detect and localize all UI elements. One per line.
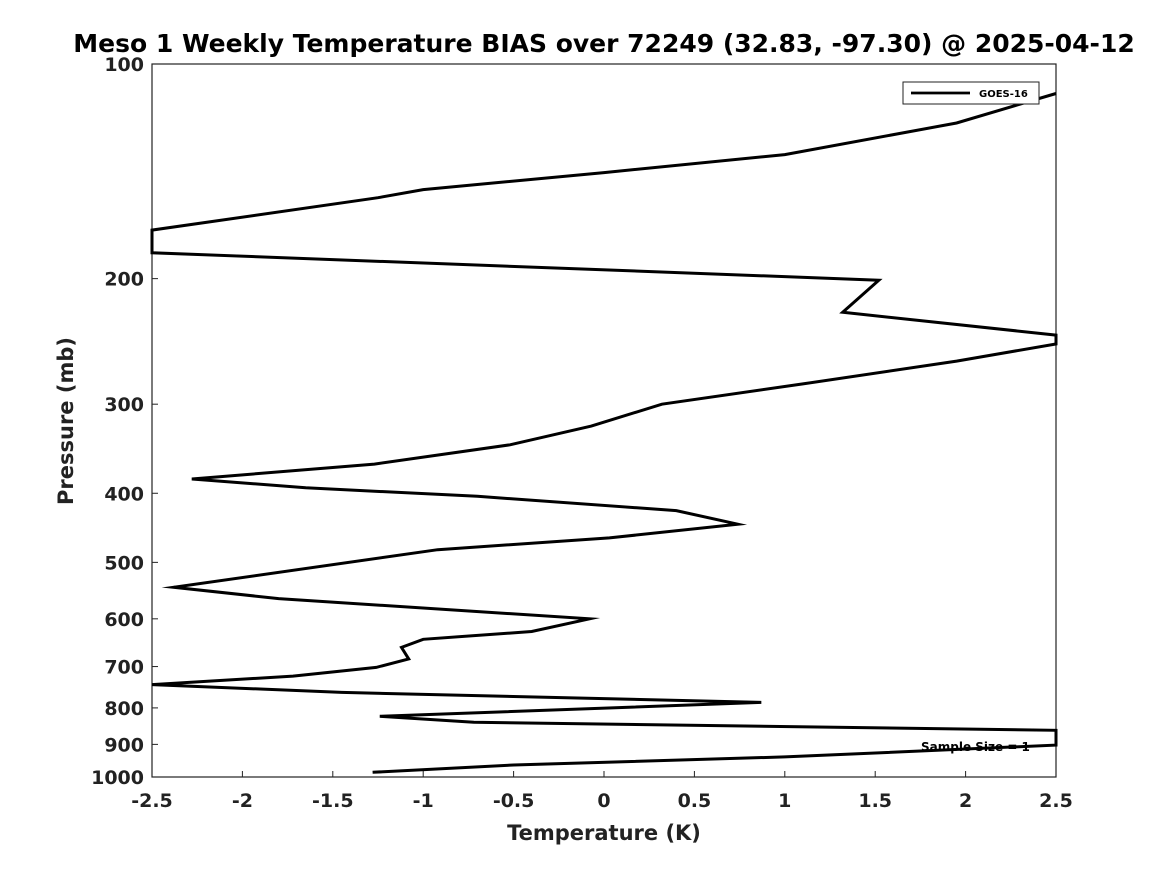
x-tick-label: 1.5 xyxy=(858,790,892,812)
x-tick-label: -1 xyxy=(413,790,434,812)
y-axis-label: Pressure (mb) xyxy=(54,337,78,505)
y-tick-label: 100 xyxy=(104,54,144,76)
x-tick-label: 2 xyxy=(959,790,972,812)
series-layer xyxy=(150,92,1058,774)
y-tick-label: 700 xyxy=(104,657,144,679)
y-tick-label: 200 xyxy=(104,269,144,291)
sample-size-annotation: Sample Size = 1 xyxy=(921,740,1030,754)
x-tick-label: -0.5 xyxy=(493,790,535,812)
legend-label: GOES-16 xyxy=(979,89,1028,100)
y-tick-label: 400 xyxy=(104,483,144,505)
y-axis: 100 200 300 400 500 600 700 800 900 1000 xyxy=(91,54,158,789)
y-tick-label: 600 xyxy=(104,609,144,631)
y-tick-label: 500 xyxy=(104,552,144,574)
chart-title: Meso 1 Weekly Temperature BIAS over 7224… xyxy=(73,29,1134,58)
x-axis: -2.5 -2 -1.5 -1 -0.5 0 0.5 1 1.5 2 2.5 xyxy=(131,771,1073,812)
legend-box xyxy=(902,81,1040,105)
series-line-goes-16 xyxy=(150,92,1058,774)
x-tick-label: -2 xyxy=(232,790,253,812)
x-tick-label: 0.5 xyxy=(678,790,712,812)
y-tick-label: 300 xyxy=(104,394,144,416)
y-tick-label: 800 xyxy=(104,698,144,720)
x-axis-label: Temperature (K) xyxy=(507,821,701,845)
x-tick-label: 2.5 xyxy=(1039,790,1073,812)
x-tick-label: -2.5 xyxy=(131,790,173,812)
y-tick-label: 900 xyxy=(104,734,144,756)
y-tick-label: 1000 xyxy=(91,767,144,789)
x-tick-label: 0 xyxy=(597,790,610,812)
legend: GOES-16 xyxy=(902,81,1040,105)
x-tick-label: 1 xyxy=(778,790,791,812)
x-tick-label: -1.5 xyxy=(312,790,354,812)
